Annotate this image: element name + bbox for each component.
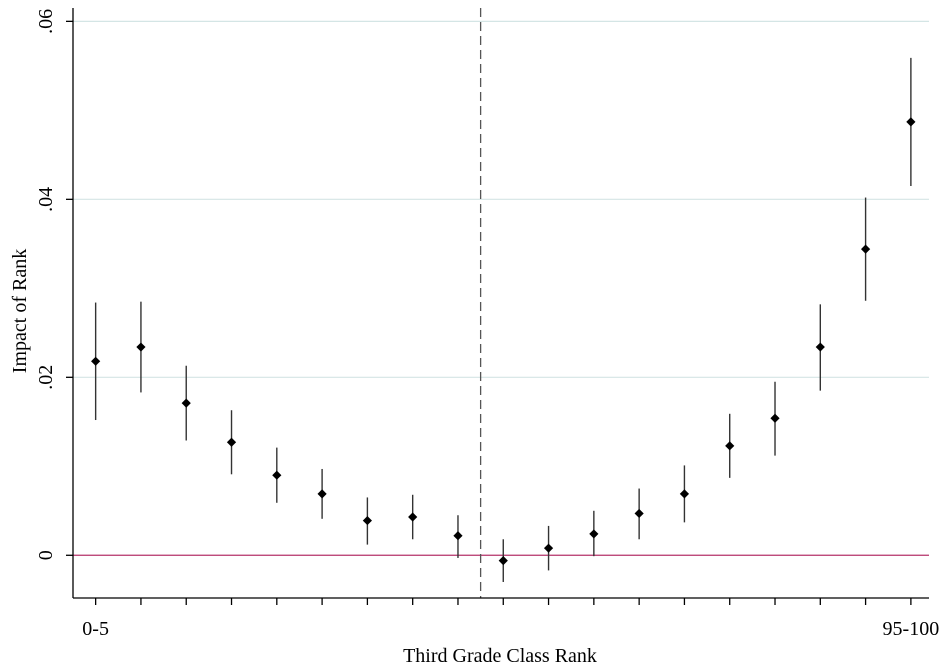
- data-point: [543, 543, 554, 553]
- x-ticks: 0-5 95-100: [82, 598, 939, 640]
- y-tick-label: 0: [35, 550, 57, 560]
- data-point: [498, 556, 508, 566]
- data-point: [226, 437, 237, 447]
- y-tick-label: .06: [35, 9, 57, 34]
- data-point: [91, 356, 101, 366]
- x-axis-label: Third Grade Class Rank: [403, 645, 597, 667]
- grid-lines: [73, 20, 929, 378]
- y-tick-label: .04: [35, 187, 57, 212]
- data-point: [317, 489, 327, 499]
- y-tick-label: .02: [35, 365, 57, 390]
- data-point: [589, 529, 599, 539]
- data-point: [453, 531, 463, 541]
- data-point: [679, 489, 690, 499]
- x-tick-label: 0-5: [82, 618, 109, 640]
- data-point: [408, 512, 418, 522]
- data-point: [815, 342, 825, 352]
- data-point: [770, 413, 780, 423]
- y-ticks: 0 .02 .04 .06: [35, 9, 73, 560]
- data-points: [91, 117, 916, 566]
- data-point: [860, 244, 871, 254]
- data-point: [136, 342, 146, 352]
- data-point: [906, 117, 916, 127]
- x-tick-label: 95-100: [883, 618, 940, 640]
- data-point: [725, 441, 735, 451]
- data-point: [272, 470, 282, 480]
- y-axis-label: Impact of Rank: [9, 249, 31, 373]
- data-point: [634, 508, 644, 519]
- data-point: [181, 398, 191, 408]
- data-point: [362, 515, 372, 526]
